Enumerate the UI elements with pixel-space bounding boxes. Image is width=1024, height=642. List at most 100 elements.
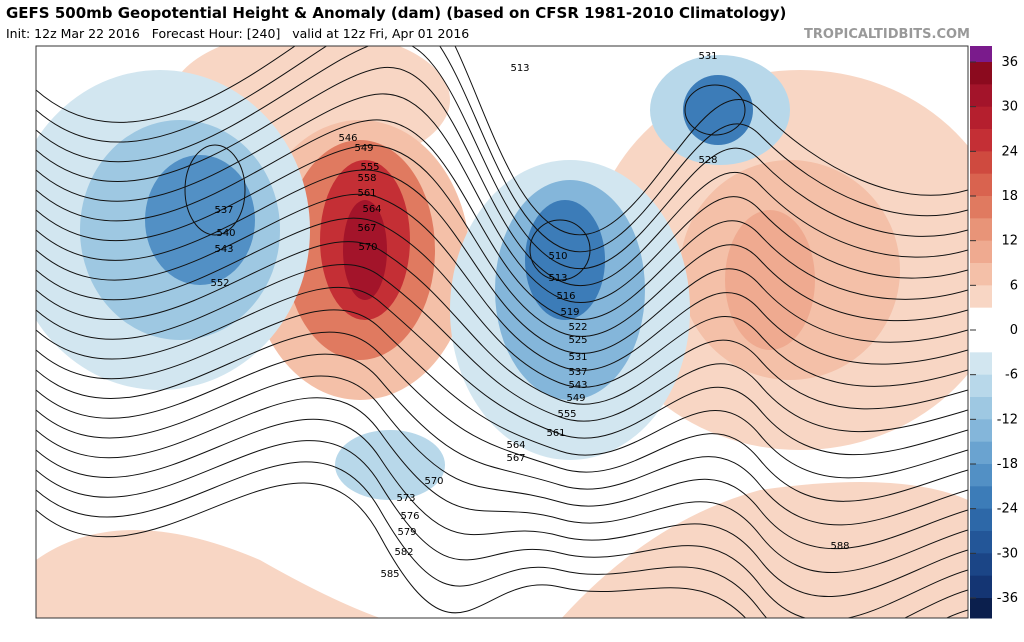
colorbar-label: -12 (997, 412, 1018, 427)
colorbar-segment (970, 196, 992, 219)
contour-label: 525 (568, 335, 587, 346)
contour-line (36, 461, 968, 618)
contour-line (36, 46, 968, 270)
contour-line (36, 331, 968, 502)
contour-line (36, 46, 968, 236)
contour-line (36, 309, 968, 479)
colorbar-segment (970, 263, 992, 286)
contour-label: 561 (546, 428, 565, 439)
contour-label: 528 (698, 155, 717, 166)
contour-line (36, 353, 968, 526)
contour-label: 537 (568, 367, 587, 378)
contour-line (36, 418, 968, 598)
contour-line (36, 241, 968, 410)
contour-label: 510 (548, 251, 567, 262)
site-label: TROPICALTIDBITS.COM (804, 27, 970, 42)
contour-label: 585 (380, 569, 399, 580)
contour-line (36, 193, 968, 371)
contour-label: 519 (560, 307, 579, 318)
colorbar-segment (970, 575, 992, 599)
contour-line (36, 169, 968, 354)
contour-label: 579 (397, 527, 416, 538)
colorbar-segment (970, 84, 992, 108)
contour-line (36, 119, 968, 321)
colorbar-segment (970, 151, 992, 175)
contour-label: 537 (214, 205, 233, 216)
contour-label: 570 (424, 476, 443, 487)
contour-label: 558 (357, 173, 376, 184)
colorbar-label: -6 (1005, 368, 1018, 383)
colorbar-segment (970, 240, 992, 264)
colorbar-segment (970, 464, 992, 487)
colorbar-segment (970, 553, 992, 577)
contour-line (36, 397, 968, 574)
colorbar-segment (970, 486, 992, 510)
colorbar-label: 12 (1001, 234, 1018, 249)
colorbar-segment (970, 129, 992, 152)
colorbar-label: 18 (1001, 189, 1018, 204)
contour-label: 555 (360, 162, 379, 173)
contour-label: 513 (548, 273, 567, 284)
colorbar-segment (970, 441, 992, 465)
contour-line (36, 287, 968, 455)
colorbar-segment (970, 330, 992, 353)
contour-label: 555 (557, 409, 576, 420)
contour-label: 567 (506, 453, 525, 464)
colorbar-label: -36 (997, 591, 1018, 606)
contour-line (36, 93, 968, 304)
colorbar-segment (970, 285, 992, 309)
title: GEFS 500mb Geopotential Height & Anomaly… (6, 4, 786, 22)
contour-label: 516 (556, 291, 575, 302)
colorbar-segment (970, 106, 992, 130)
contour-line (36, 482, 968, 618)
contour-label: 561 (357, 188, 376, 199)
contour-line (36, 67, 968, 287)
colorbar-label: 6 (1010, 278, 1018, 293)
contour-label: 531 (698, 51, 717, 62)
colorbar-segment (970, 419, 992, 443)
map-frame (35, 45, 969, 619)
contour-line (36, 144, 968, 337)
colorbar-segment (970, 46, 992, 63)
contour-label: 513 (510, 63, 529, 74)
colorbar-segment (970, 62, 992, 85)
colorbar-segment (970, 218, 992, 242)
colorbar-segment (970, 397, 992, 420)
contour-label: 567 (357, 223, 376, 234)
contour-label: 564 (362, 204, 381, 215)
colorbar-segment (970, 307, 992, 331)
colorbar-segment (970, 531, 992, 554)
map: 5135315285465495555585615645675705375405… (36, 46, 968, 618)
colorbar-label: -24 (997, 502, 1018, 517)
contour-label: 549 (566, 393, 585, 404)
subtitle: Init: 12z Mar 22 2016 Forecast Hour: [24… (6, 26, 469, 41)
contour-label: 546 (338, 133, 357, 144)
colorbar-label: -18 (997, 457, 1018, 472)
contour-label: 543 (568, 380, 587, 391)
contour-label: 576 (400, 511, 419, 522)
colorbar-label: 30 (1001, 100, 1018, 115)
contour-line (36, 440, 968, 618)
colorbar-label: -30 (997, 546, 1018, 561)
colorbar-segment (970, 374, 992, 398)
contour-label: 531 (568, 352, 587, 363)
contour-label: 549 (354, 143, 373, 154)
colorbar-label: 0 (1010, 323, 1018, 338)
contour-label: 522 (568, 322, 587, 333)
colorbar-segment (970, 173, 992, 197)
contour-label: 564 (506, 440, 525, 451)
contour-label: 573 (396, 493, 415, 504)
contour-label: 570 (358, 242, 377, 253)
contour-label: 540 (216, 228, 235, 239)
contour-label: 543 (214, 244, 233, 255)
colorbar-segment (970, 598, 992, 619)
contour-label: 582 (394, 547, 413, 558)
contour-label: 588 (830, 541, 849, 552)
colorbar-label: 36 (1001, 55, 1018, 70)
colorbar-segment (970, 508, 992, 532)
contour-line (36, 217, 968, 388)
contour-label: 552 (210, 278, 229, 289)
colorbar-segment (970, 352, 992, 376)
contour-line (36, 375, 968, 550)
